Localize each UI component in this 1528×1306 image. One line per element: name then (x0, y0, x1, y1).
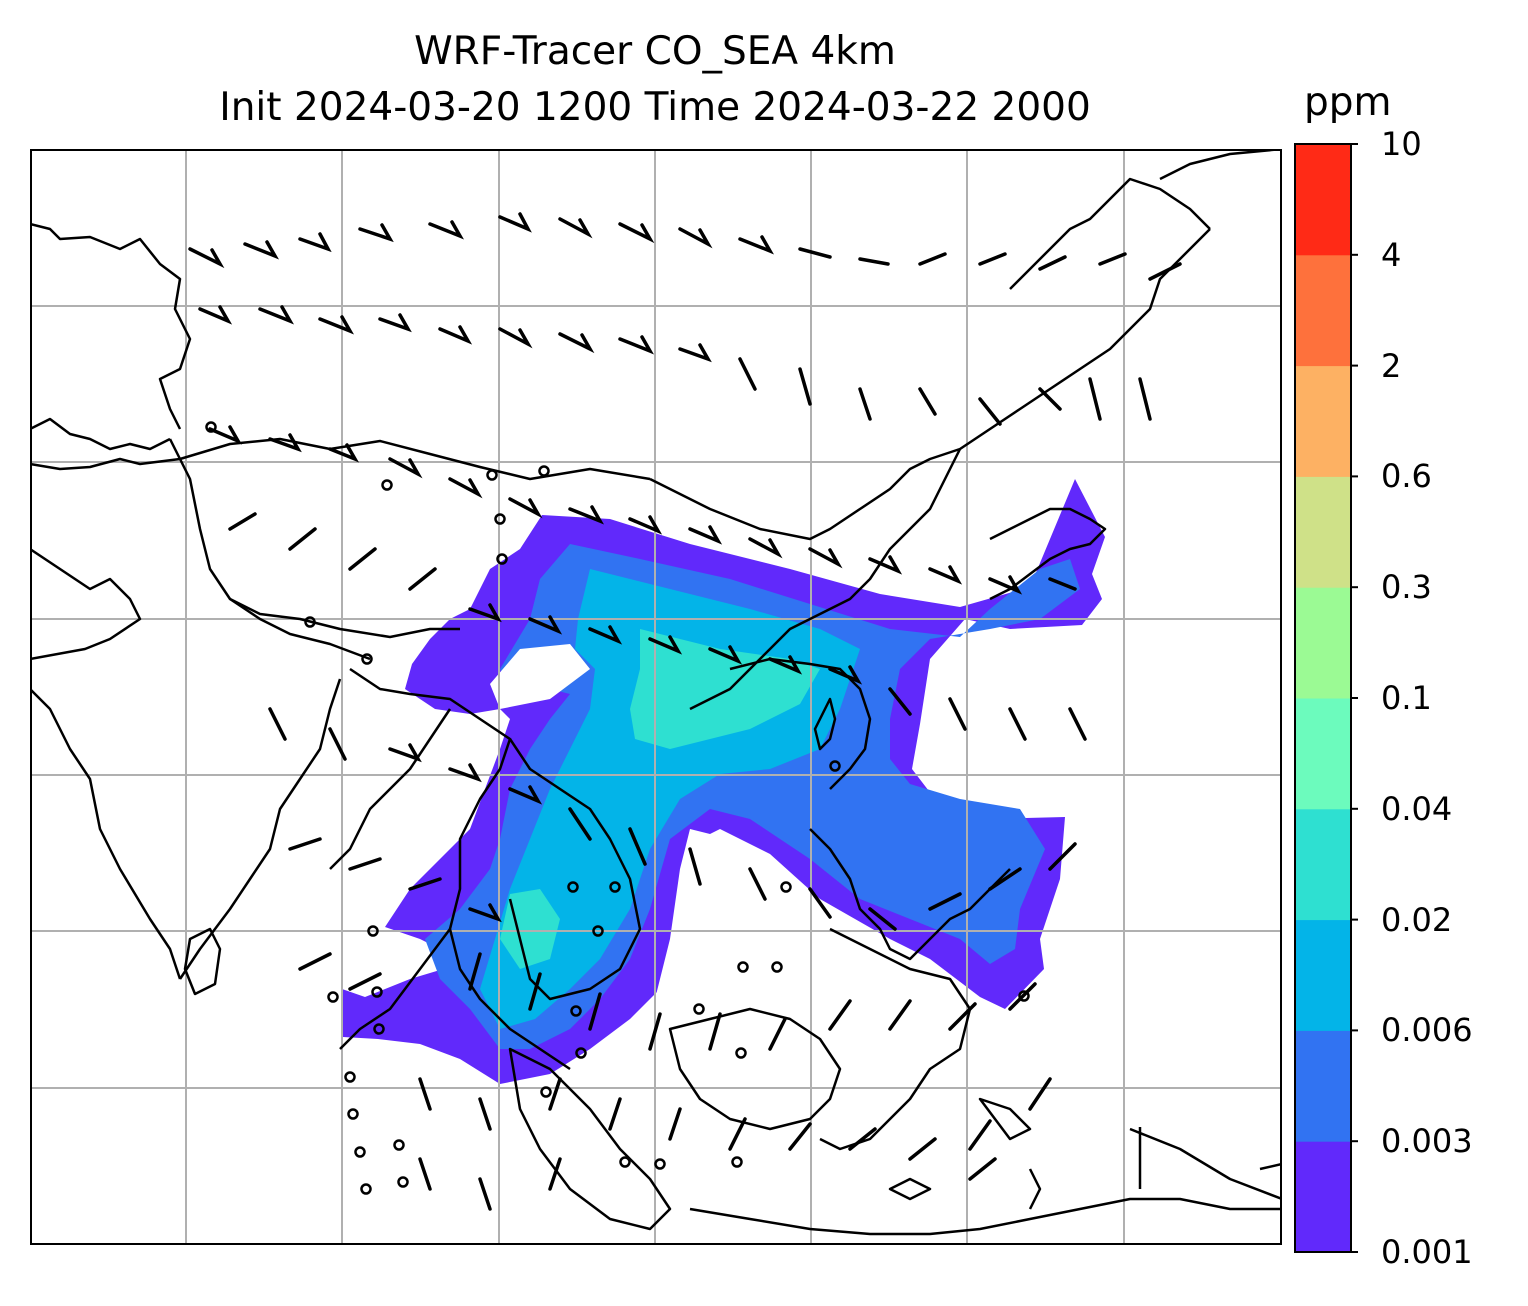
chart-title-line2: Init 2024-03-20 1200 Time 2024-03-22 200… (219, 85, 1091, 130)
colorbar-segment (1295, 919, 1351, 1031)
colorbar-segment (1295, 808, 1351, 921)
map-panel (30, 149, 1282, 1245)
colorbar (1294, 143, 1358, 1253)
calm-wind-markers (205, 421, 1030, 1195)
colorbar-tick-label: 0.6 (1381, 457, 1432, 496)
colorbar-tick-label: 0.003 (1381, 1122, 1473, 1161)
colorbar-segment (1295, 476, 1351, 588)
colorbar-segment (1295, 1030, 1351, 1142)
colorbar-tick-label: 0.1 (1381, 679, 1432, 717)
colorbar-unit-label: ppm (1304, 80, 1392, 125)
colorbar-segment (1295, 365, 1351, 477)
colorbar-tick-label: 0.3 (1381, 568, 1432, 607)
map-frame (30, 149, 1282, 1245)
colorbar-tick-label: 0.04 (1381, 789, 1453, 828)
chart-title-line1: WRF-Tracer CO_SEA 4km (414, 29, 896, 74)
colorbar-tick-label: 0.006 (1381, 1011, 1473, 1050)
colorbar-tick-label: 4 (1381, 235, 1402, 274)
colorbar-tick-label: 10 (1381, 125, 1422, 163)
coastlines (30, 149, 1282, 1236)
colorbar-segment (1295, 144, 1351, 256)
wind-barbs (188, 212, 1182, 1211)
colorbar-tick-label: 0.001 (1381, 1233, 1473, 1271)
colorbar-tick-label: 0.02 (1381, 900, 1453, 939)
colorbar-segment (1295, 1141, 1351, 1253)
colorbar-tick-label: 2 (1381, 346, 1402, 385)
colorbar-segment (1295, 254, 1351, 367)
map-gridlines (30, 149, 1282, 1245)
colorbar-segment (1295, 698, 1351, 810)
tracer-plume (342, 479, 1105, 1084)
colorbar-segment (1295, 587, 1351, 699)
